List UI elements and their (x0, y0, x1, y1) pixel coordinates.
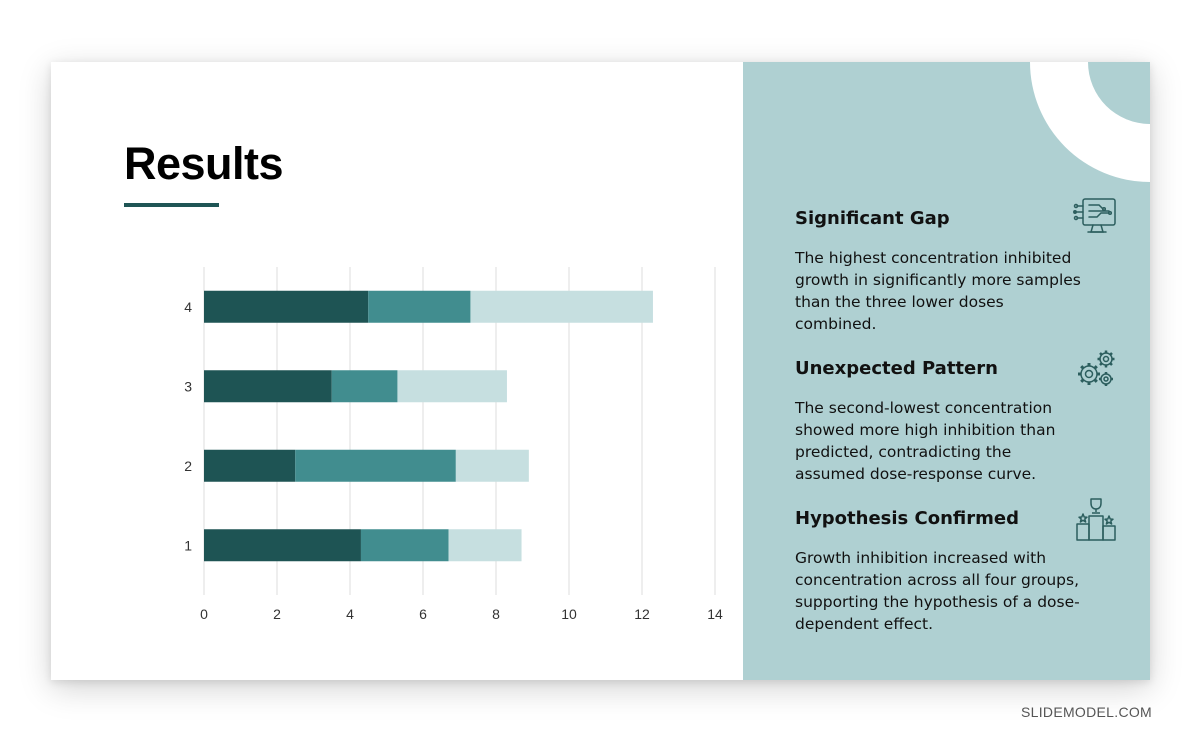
findings-panel: Significant Gap The highest concentratio… (743, 62, 1150, 680)
bar-segment (331, 370, 398, 403)
x-tick-label: 10 (561, 606, 577, 622)
bar-segment (360, 529, 449, 562)
x-tick-label: 12 (634, 606, 650, 622)
bar-segment (470, 290, 653, 323)
bar-segment (455, 449, 529, 482)
slide: Results 0 2 4 6 8 10 12 14 1 2 3 4 Significant Gap … (51, 62, 1150, 680)
finding-text: The second-lowest concentration showed m… (795, 399, 1056, 483)
finding-text: The highest concentration inhibited grow… (795, 249, 1081, 333)
bar-segment (368, 290, 471, 323)
x-tick-label: 4 (346, 606, 354, 622)
finding-heading: Unexpected Pattern (795, 358, 998, 379)
finding-unexpected-pattern: Unexpected Pattern The second-lowest con… (795, 350, 1125, 485)
title-underline (124, 203, 219, 207)
finding-hypothesis-confirmed: Hypothesis Confirmed Growth inhibition i… (795, 498, 1125, 635)
stacked-bar-chart: 0 2 4 6 8 10 12 14 1 2 3 4 (102, 252, 742, 622)
podium-trophy-icon (1076, 498, 1116, 541)
y-tick-label: 3 (184, 378, 192, 394)
y-tick-label: 2 (184, 458, 192, 474)
bar-segment (204, 370, 332, 403)
finding-significant-gap: Significant Gap The highest concentratio… (795, 198, 1125, 335)
decorative-circles (1030, 62, 1150, 182)
finding-text: Growth inhibition increased with concent… (795, 549, 1080, 633)
y-tick-label: 1 (184, 537, 192, 553)
x-tick-label: 0 (200, 606, 208, 622)
bar-segment (295, 449, 456, 482)
bar-segment (204, 449, 296, 482)
finding-heading: Significant Gap (795, 208, 950, 229)
bar-segment (204, 290, 369, 323)
x-tick-label: 8 (492, 606, 500, 622)
gears-icon (1078, 350, 1115, 386)
x-tick-label: 2 (273, 606, 281, 622)
x-tick-label: 6 (419, 606, 427, 622)
bar-segment (448, 529, 522, 562)
deco-inner-circle (1088, 62, 1150, 124)
bar-segment (397, 370, 507, 403)
slide-title: Results (124, 138, 284, 189)
computer-chip-icon (1073, 198, 1116, 233)
watermark: SLIDEMODEL.COM (1021, 704, 1152, 720)
finding-heading: Hypothesis Confirmed (795, 508, 1019, 529)
x-tick-label: 14 (707, 606, 723, 622)
y-tick-label: 4 (184, 299, 192, 315)
bar-segment (204, 529, 361, 562)
